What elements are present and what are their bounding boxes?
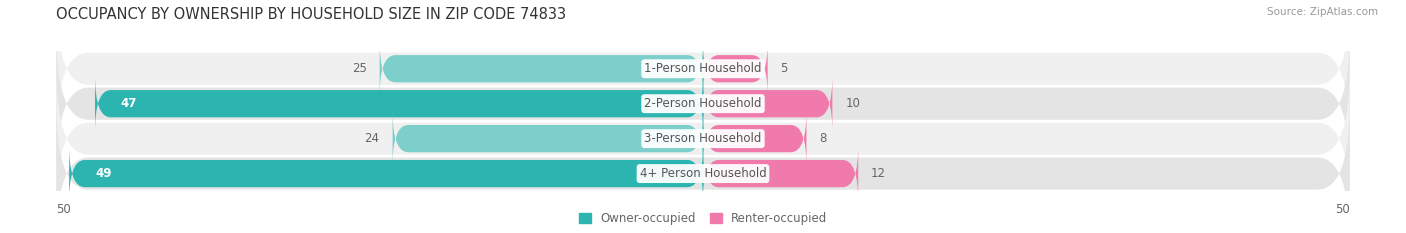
Text: 25: 25 (352, 62, 367, 75)
FancyBboxPatch shape (703, 75, 832, 132)
Text: 8: 8 (820, 132, 827, 145)
FancyBboxPatch shape (380, 41, 703, 97)
FancyBboxPatch shape (69, 145, 703, 202)
Text: 49: 49 (96, 167, 111, 180)
Text: 4+ Person Household: 4+ Person Household (640, 167, 766, 180)
Text: 12: 12 (872, 167, 886, 180)
Text: OCCUPANCY BY OWNERSHIP BY HOUSEHOLD SIZE IN ZIP CODE 74833: OCCUPANCY BY OWNERSHIP BY HOUSEHOLD SIZE… (56, 7, 567, 22)
Text: 1-Person Household: 1-Person Household (644, 62, 762, 75)
FancyBboxPatch shape (703, 145, 858, 202)
Text: 3-Person Household: 3-Person Household (644, 132, 762, 145)
FancyBboxPatch shape (56, 32, 1350, 175)
Text: 2-Person Household: 2-Person Household (644, 97, 762, 110)
FancyBboxPatch shape (56, 0, 1350, 140)
Legend: Owner-occupied, Renter-occupied: Owner-occupied, Renter-occupied (579, 212, 827, 225)
Text: 5: 5 (780, 62, 787, 75)
FancyBboxPatch shape (56, 67, 1350, 210)
FancyBboxPatch shape (392, 110, 703, 167)
Text: 50: 50 (56, 203, 70, 216)
Text: 10: 10 (845, 97, 860, 110)
Text: 24: 24 (364, 132, 380, 145)
Text: 47: 47 (121, 97, 138, 110)
FancyBboxPatch shape (96, 75, 703, 132)
FancyBboxPatch shape (703, 110, 807, 167)
Text: Source: ZipAtlas.com: Source: ZipAtlas.com (1267, 7, 1378, 17)
Text: 50: 50 (1336, 203, 1350, 216)
FancyBboxPatch shape (703, 41, 768, 97)
FancyBboxPatch shape (56, 102, 1350, 233)
